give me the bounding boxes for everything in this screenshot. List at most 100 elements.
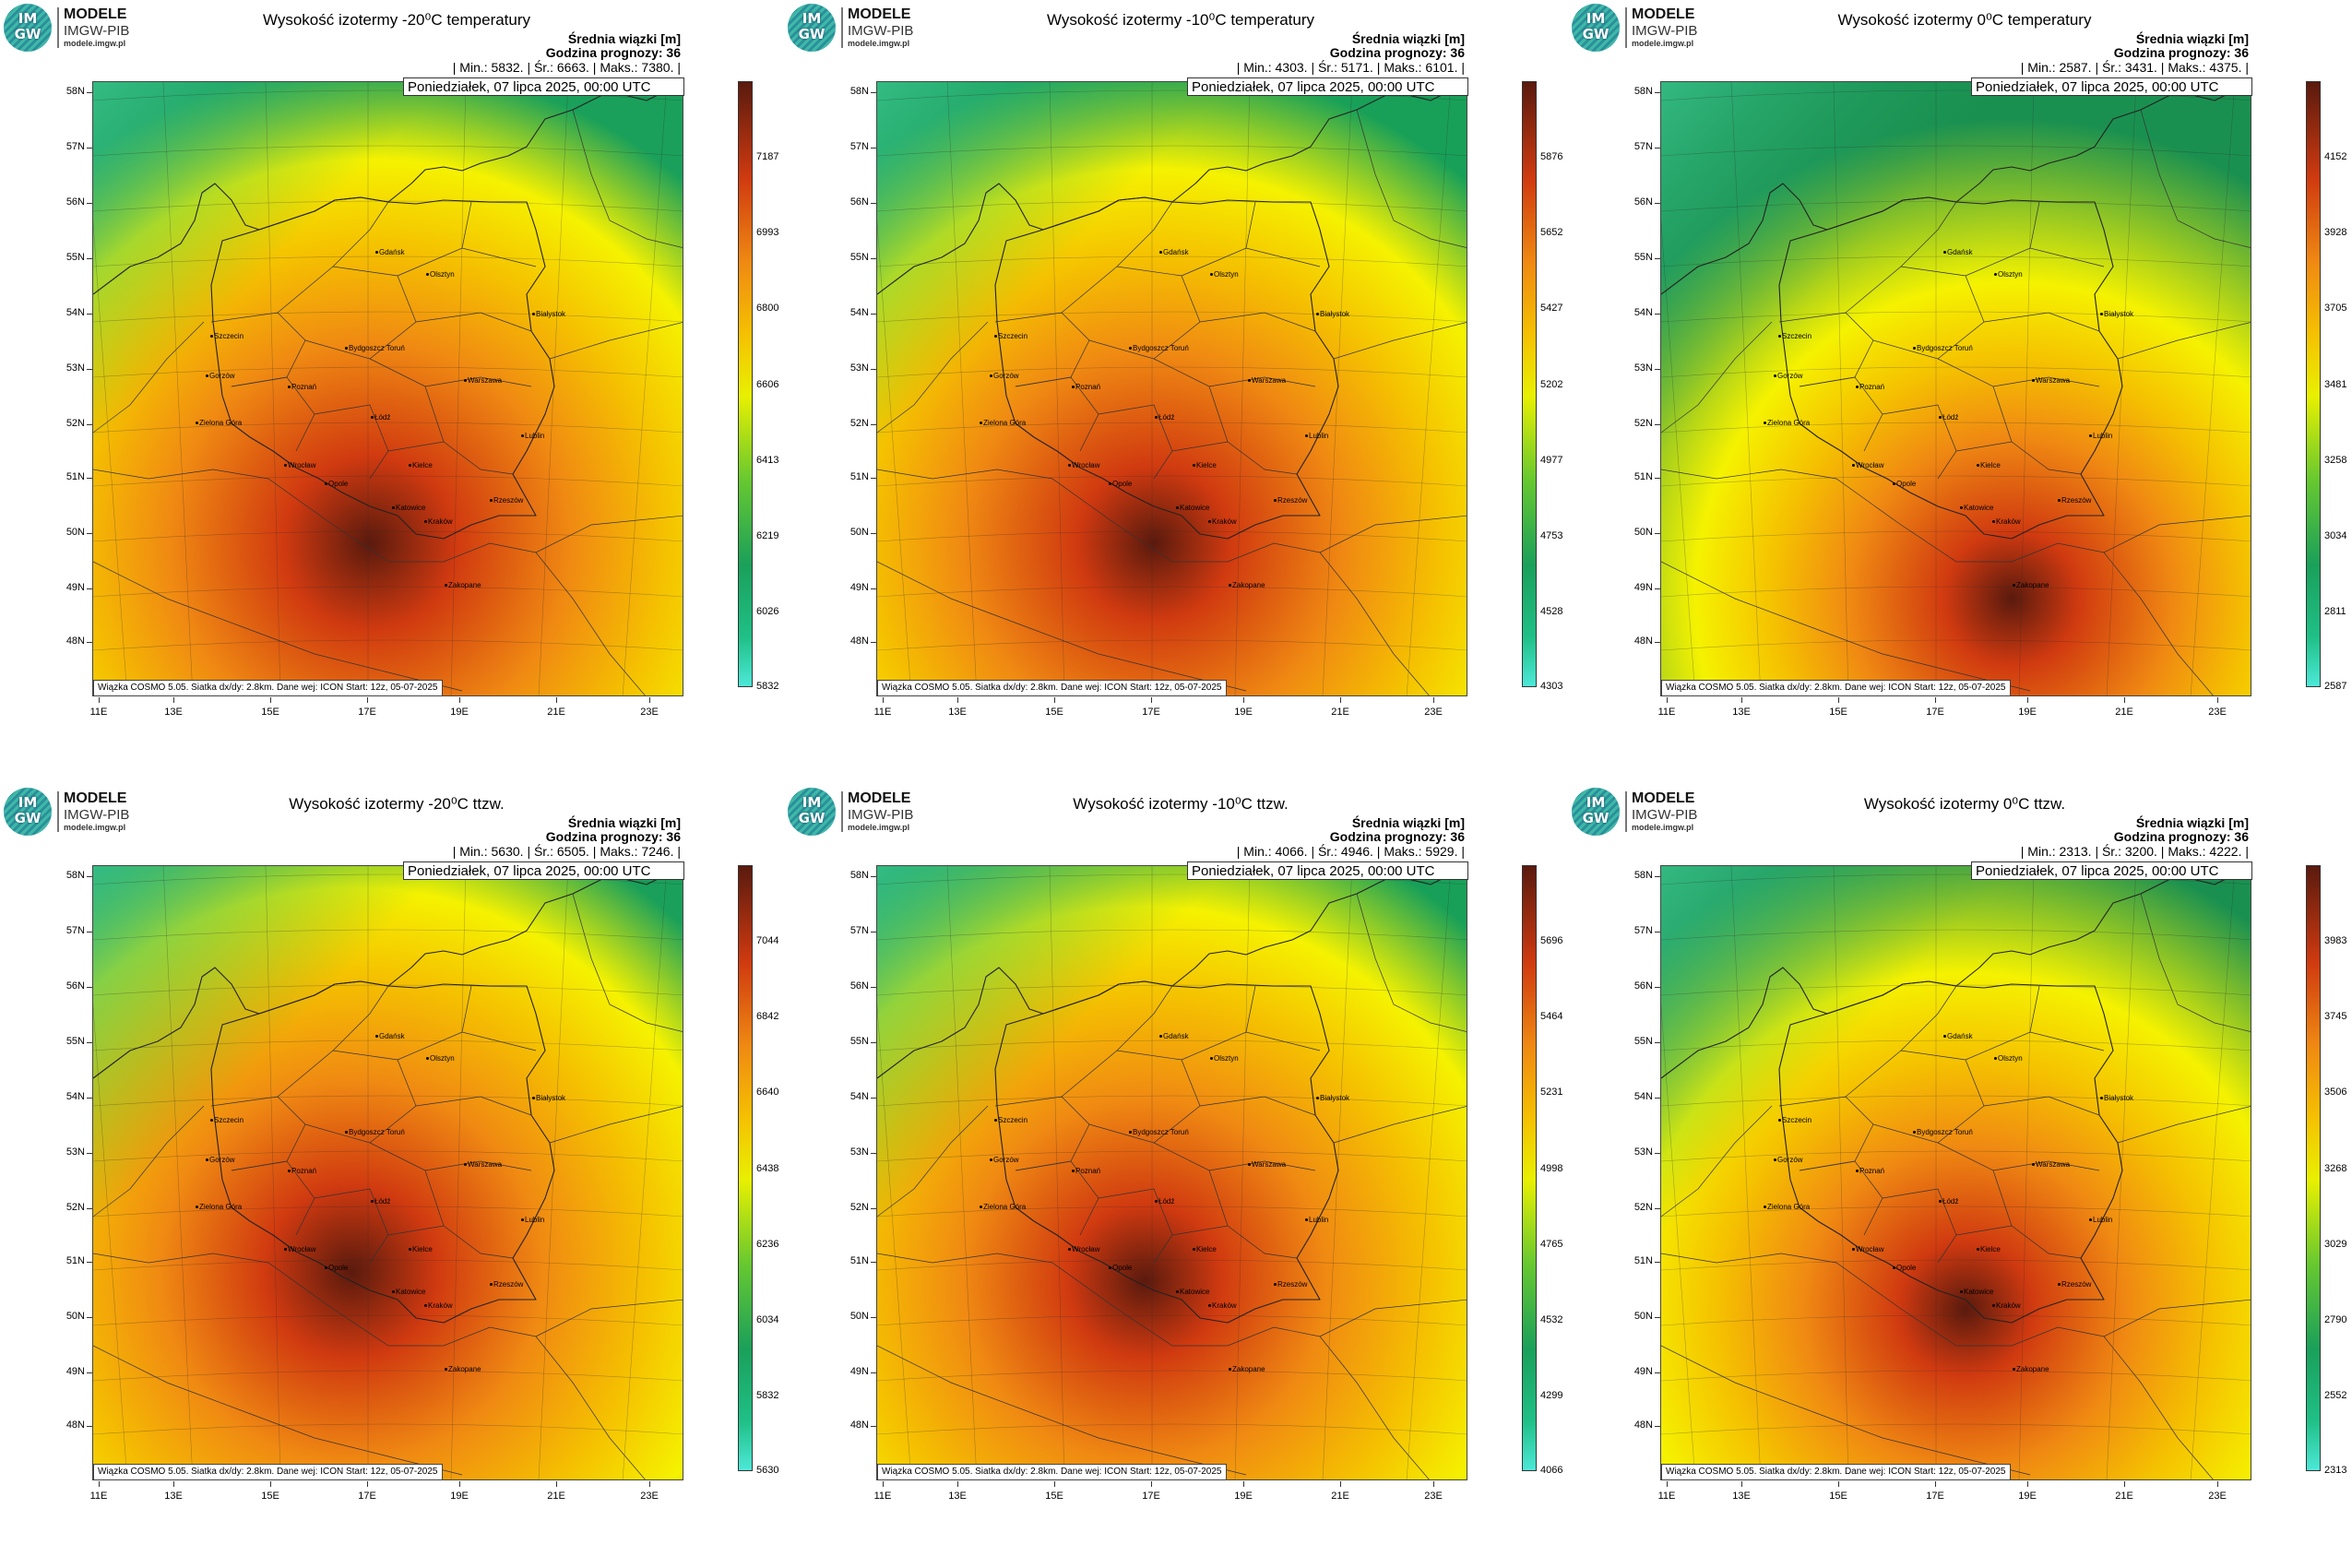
city-label: Lublin (1305, 432, 1328, 440)
city-dot-icon (1193, 464, 1195, 468)
lat-tick-label: 51N (65, 471, 85, 482)
city-dot-icon (1176, 1290, 1179, 1294)
city-label: Łódź (1939, 413, 1958, 422)
logo-name: MODELE (64, 6, 127, 22)
lon-tick-label: 17E (1142, 1491, 1160, 1502)
city-label: Warszawa (1248, 376, 1286, 385)
city-dot-icon (409, 464, 411, 468)
lon-tick-label: 11E (873, 1491, 892, 1502)
lon-tick-label: 11E (1657, 707, 1676, 718)
lat-tick-label: 55N (65, 252, 85, 263)
logo-org: IMGW-PIB (848, 23, 914, 39)
city-label: Gorzów (990, 1156, 1019, 1164)
city-label: Katowice (1176, 504, 1209, 512)
lat-tick (1655, 314, 1660, 315)
city-name: Opole (1112, 1264, 1133, 1272)
neighbour-borders (93, 893, 683, 1479)
lon-tick (1741, 697, 1742, 703)
lon-tick (2217, 697, 2218, 703)
forecast-hour: Godzina prognozy: 36 (545, 829, 681, 844)
border-line (1661, 321, 1773, 434)
border-line (1319, 1336, 1430, 1479)
field-overlay (93, 82, 683, 695)
boundaries (93, 82, 683, 540)
lon-tick (1054, 1481, 1055, 1487)
stats-line: | Min.: 5832. | Śr.: 6663. | Maks.: 7380… (452, 60, 681, 75)
city-dot-icon (210, 1119, 213, 1123)
city-label: Gorzów (1774, 372, 1803, 380)
colorbar-label: 3481 (2324, 378, 2347, 390)
lat-tick (87, 1208, 92, 1209)
border-line (1661, 469, 2251, 563)
city-label: Olsztyn (426, 1054, 455, 1063)
forecast-hour: Godzina prognozy: 36 (545, 45, 681, 60)
lon-tick (2217, 1481, 2218, 1487)
voivodeship-border (1845, 1050, 1985, 1144)
lat-tick-label: 50N (65, 1311, 85, 1322)
lat-tick-label: 49N (65, 582, 85, 593)
city-name: Białystok (1320, 1094, 1350, 1102)
city-name: Opole (328, 1264, 349, 1272)
lat-tick (1655, 987, 1660, 988)
lat-tick-label: 51N (849, 1255, 869, 1266)
lat-tick-label: 58N (1633, 870, 1653, 881)
voivodeship-border (332, 201, 389, 267)
voivodeship-border (415, 312, 532, 332)
lon-tick-label: 15E (261, 707, 279, 718)
lat-tick (1655, 92, 1660, 93)
colorbar-label: 6236 (756, 1238, 779, 1250)
city-dot-icon (1992, 1304, 1995, 1308)
lon-tick-label: 15E (1829, 1491, 1847, 1502)
city-dot-icon (1856, 386, 1859, 389)
city-name: Bydgoszcz Toruń (1917, 1128, 1973, 1136)
city-label: Zakopane (2013, 581, 2049, 589)
city-label: Łódź (1155, 413, 1174, 422)
city-name: Kielce (412, 1245, 433, 1253)
lat-tick-label: 58N (849, 86, 869, 97)
lat-tick-label: 53N (849, 1146, 869, 1158)
city-name: Rzeszów (493, 496, 524, 505)
colorbar-label: 4303 (1540, 681, 1563, 692)
city-name: Poznań (1859, 1167, 1885, 1175)
city-dot-icon (1960, 506, 1963, 510)
boundaries (877, 82, 1467, 540)
city-name: Bydgoszcz Toruń (1133, 344, 1189, 352)
colorbar-label: 2313 (2324, 1465, 2347, 1476)
city-name: Zielona Góra (983, 1203, 1027, 1211)
lon-tick (270, 697, 271, 703)
border-line (877, 1345, 1247, 1476)
imgw-logo: IM GW MODELE IMGW-PIB modele.imgw.pl (1572, 788, 1719, 839)
lat-tick-label: 57N (849, 925, 869, 936)
lat-tick-label: 52N (849, 1202, 869, 1213)
city-dot-icon (464, 1163, 467, 1167)
city-label: Poznań (288, 383, 316, 391)
colorbar-label: 3034 (2324, 529, 2347, 541)
city-name: Rzeszów (1277, 496, 1308, 505)
city-dot-icon (2058, 499, 2061, 503)
poland-outline (994, 980, 1339, 1324)
city-dot-icon (392, 1290, 395, 1294)
colorbar-label: 2587 (2324, 681, 2347, 692)
lon-tick-label: 17E (1142, 707, 1160, 718)
city-label: Bydgoszcz Toruń (1913, 1128, 1973, 1136)
lat-tick-label: 56N (849, 980, 869, 992)
map-area (1660, 81, 2251, 696)
lat-tick (87, 1317, 92, 1318)
city-name: Gorzów (209, 1156, 235, 1164)
lat-tick-label: 50N (65, 527, 85, 538)
lon-tick-label: 13E (1732, 1491, 1751, 1502)
city-dot-icon (2089, 434, 2092, 438)
lon-tick (2027, 1481, 2028, 1487)
city-name: Olsztyn (430, 1054, 455, 1063)
lat-tick-label: 51N (1633, 471, 1653, 482)
city-label: Zielona Góra (196, 1203, 242, 1211)
city-name: Rzeszów (2061, 496, 2092, 505)
lon-tick-label: 11E (89, 707, 108, 718)
voivodeship-border (387, 441, 514, 475)
city-dot-icon (1229, 1368, 1231, 1372)
lon-tick (173, 697, 174, 703)
city-label: Gdańsk (1159, 248, 1189, 256)
city-dot-icon (1305, 1218, 1308, 1222)
lat-tick (871, 1372, 876, 1373)
city-name: Szczecin (998, 332, 1028, 340)
